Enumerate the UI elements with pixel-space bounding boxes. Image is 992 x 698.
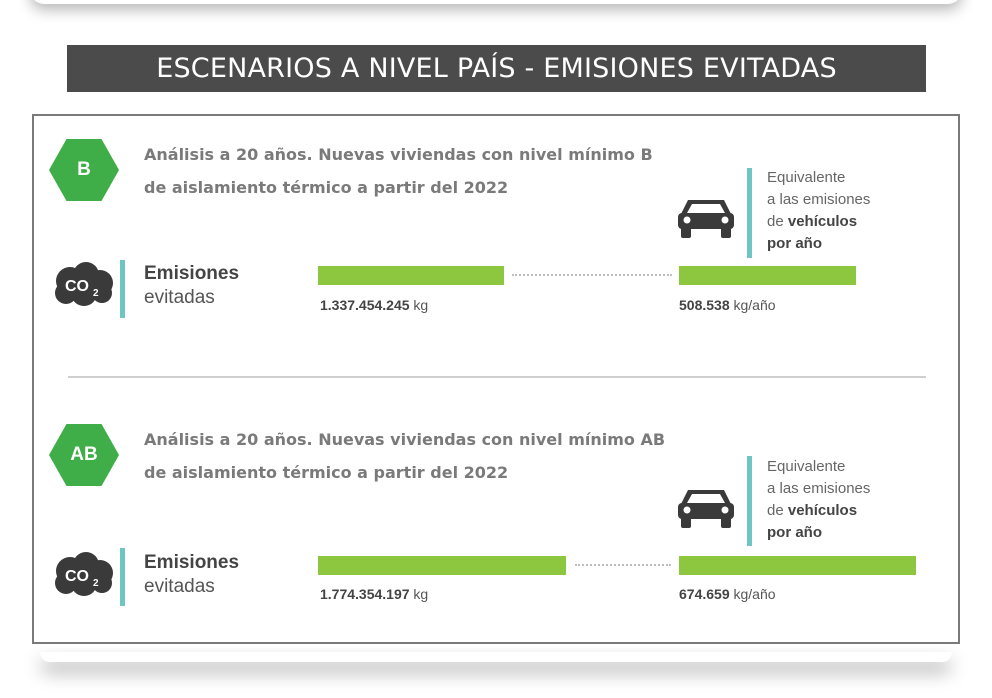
analysis-text: Análisis a 20 años. Nuevas viviendas con… <box>144 138 653 204</box>
bottom-panel-edge <box>40 652 952 662</box>
emissions-rule <box>120 548 125 606</box>
annual-number: 674.659 <box>679 586 730 602</box>
section-divider <box>68 376 926 378</box>
analysis-line-1: Análisis a 20 años. Nuevas viviendas con… <box>144 430 666 449</box>
page-title: ESCENARIOS A NIVEL PAÍS - EMISIONES EVIT… <box>67 45 926 92</box>
emissions-label-rest: evitadas <box>144 287 215 308</box>
analysis-line-2: de aislamiento térmico a partir del 2022 <box>144 178 509 197</box>
emissions-label-rest: evitadas <box>144 576 215 597</box>
equivalent-line-3a: de <box>767 502 784 519</box>
annual-unit: kg/año <box>733 586 776 602</box>
co2-text: CO <box>65 278 89 295</box>
dotted-connector <box>512 274 672 276</box>
emissions-label: Emisiones evitadas <box>144 262 239 310</box>
emissions-label-bold: Emisiones <box>144 263 240 284</box>
total-emissions-bar <box>318 556 566 575</box>
equivalent-rule <box>747 168 752 258</box>
equivalent-line-3b: vehículos <box>787 502 858 519</box>
annual-emissions-bar <box>679 266 856 285</box>
total-number: 1.774.354.197 <box>320 586 410 602</box>
total-unit: kg <box>413 586 429 602</box>
total-emissions-value: 1.337.454.245 kg <box>320 297 428 313</box>
equivalent-line-2: a las emisiones <box>767 480 871 497</box>
annual-emissions-bar <box>679 556 916 575</box>
scenarios-card <box>32 114 960 644</box>
analysis-line-2: de aislamiento térmico a partir del 2022 <box>144 463 509 482</box>
equivalent-line-2: a las emisiones <box>767 191 871 208</box>
emissions-label-bold: Emisiones <box>144 552 240 573</box>
badge-ab-hexagon: AB <box>49 424 119 486</box>
equivalent-text: Equivalente a las emisiones de vehículos… <box>767 456 870 544</box>
car-icon <box>678 490 734 528</box>
car-icon <box>678 200 734 238</box>
equivalent-line-4: por año <box>767 235 822 252</box>
total-unit: kg <box>413 297 429 313</box>
emissions-label: Emisiones evitadas <box>144 551 239 599</box>
co2-cloud-icon: CO 2 <box>55 552 113 596</box>
equivalent-text: Equivalente a las emisiones de vehículos… <box>767 167 870 255</box>
total-emissions-bar <box>318 266 504 285</box>
dotted-connector <box>575 564 671 566</box>
co2-subscript: 2 <box>93 288 99 299</box>
co2-text: CO <box>65 568 89 585</box>
analysis-text: Análisis a 20 años. Nuevas viviendas con… <box>144 423 665 489</box>
annual-unit: kg/año <box>733 297 776 313</box>
equivalent-line-4: por año <box>767 524 822 541</box>
equivalent-line-1: Equivalente <box>767 458 846 475</box>
co2-subscript: 2 <box>93 578 99 589</box>
top-panel-edge <box>30 0 962 4</box>
analysis-line-1: Análisis a 20 años. Nuevas viviendas con… <box>144 145 653 164</box>
co2-cloud-icon: CO 2 <box>55 262 113 306</box>
equivalent-rule <box>747 456 752 546</box>
annual-emissions-value: 674.659 kg/año <box>679 586 776 602</box>
annual-emissions-value: 508.538 kg/año <box>679 297 776 313</box>
equivalent-line-3b: vehículos <box>787 213 858 230</box>
emissions-rule <box>120 260 125 318</box>
annual-number: 508.538 <box>679 297 730 313</box>
total-number: 1.337.454.245 <box>320 297 410 313</box>
total-emissions-value: 1.774.354.197 kg <box>320 586 428 602</box>
equivalent-line-1: Equivalente <box>767 169 846 186</box>
equivalent-line-3a: de <box>767 213 784 230</box>
